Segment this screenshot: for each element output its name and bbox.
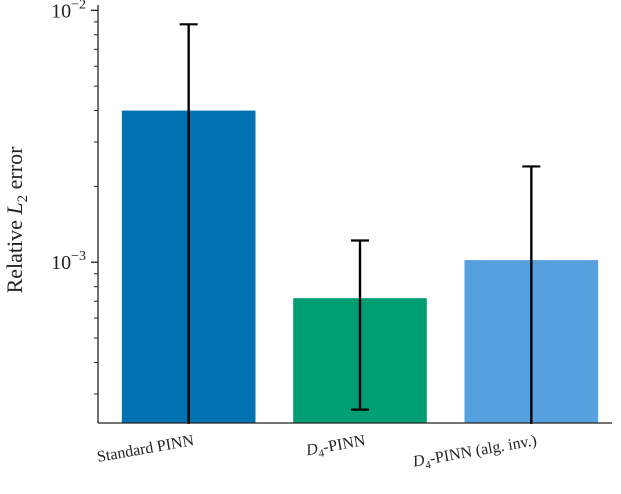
y-ticks-group: 10−2 10−3 [51,0,98,395]
x-tick-text: D4-PINN [304,432,368,462]
error-bars-group [179,23,541,424]
x-tick-label-2: D4-PINN [304,432,368,462]
y-tick-label-1: 10−2 [51,0,86,22]
x-tick-text: D4-PINN (alg. inv.) [411,432,539,474]
x-tick-label-1: Standard PINN [96,432,196,466]
axes-group [97,5,612,424]
x-ticks-group: Standard PINN D4-PINN D4-PINN (alg. inv.) [96,432,539,474]
x-tick-label-3: D4-PINN (alg. inv.) [411,432,539,474]
y-axis-label: Relative L2 error [2,146,31,293]
y-tick-label-2: 10−3 [51,249,86,274]
x-tick-text: Standard PINN [96,432,196,466]
